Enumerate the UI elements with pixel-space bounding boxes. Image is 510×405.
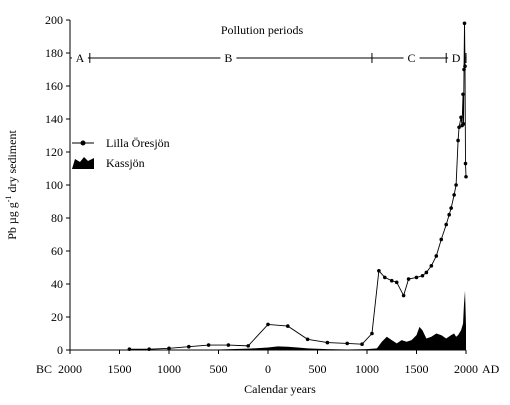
y-tick-label: 140 [45, 112, 63, 126]
lilla-oresjon-point [447, 212, 451, 217]
y-tick-label: 80 [51, 211, 63, 225]
legend-item-kassjon: Kassjön [72, 156, 145, 170]
period-label-a: A [76, 51, 85, 65]
lilla-oresjon-point [370, 331, 374, 336]
y-axis-label-tail: dry sediment [5, 130, 19, 196]
lilla-oresjon-point [462, 67, 466, 72]
y-tick-label: 60 [51, 244, 63, 258]
y-tick-label: 120 [45, 145, 63, 159]
lilla-oresjon-point [394, 280, 399, 285]
lilla-oresjon-point [360, 342, 364, 347]
legend-label-lilla-oresjon: Lilla Öresjön [106, 136, 170, 150]
y-axis-label-sup: -1 [4, 196, 13, 203]
lilla-oresjon-point [325, 340, 330, 345]
lilla-oresjon-point [454, 183, 458, 187]
x-axis-label: Calendar years [244, 382, 316, 396]
lilla-oresjon-point [464, 174, 468, 179]
lilla-oresjon-point [461, 122, 466, 126]
y-tick-label: 180 [45, 46, 63, 60]
lilla-oresjon-point [462, 21, 467, 26]
lilla-oresjon-point [461, 92, 465, 97]
plot-area [70, 21, 468, 351]
x-tick-label: 1000 [355, 362, 379, 376]
lilla-oresjon-point [206, 343, 211, 347]
y-axis-label-base: Pb µg g [5, 202, 19, 240]
x-tick-label: 500 [210, 362, 228, 376]
y-tick-label: 40 [51, 277, 63, 291]
lilla-oresjon-point [226, 343, 231, 347]
y-axis-ticks: 0 20 40 60 80 100 120 140 160 180 200 [45, 13, 70, 357]
lilla-oresjon-point [383, 275, 387, 280]
lilla-oresjon-point [286, 324, 290, 328]
x-tick-label: 2000 [58, 362, 82, 376]
legend-label-kassjon: Kassjön [106, 156, 145, 170]
x-axis-ticks: 2000 1500 1000 500 0 500 1000 1500 2000 [58, 350, 478, 376]
lilla-oresjon-series [127, 21, 468, 351]
x-suffix-label: AD [482, 362, 500, 376]
lilla-oresjon-point [439, 237, 444, 242]
lilla-oresjon-point [429, 264, 434, 268]
lilla-oresjon-point [457, 125, 461, 130]
period-label-c: C [408, 51, 416, 65]
y-tick-label: 100 [45, 178, 63, 192]
lilla-oresjon-point [345, 341, 350, 346]
legend-item-lilla-oresjon: Lilla Öresjön [72, 136, 170, 150]
kassjon-area [70, 290, 466, 350]
lilla-oresjon-point [266, 322, 270, 327]
lilla-oresjon-point [452, 193, 456, 197]
y-tick-label: 20 [51, 310, 63, 324]
lilla-oresjon-point [424, 270, 429, 275]
x-tick-label: 0 [265, 362, 271, 376]
y-tick-label: 200 [45, 13, 63, 27]
lilla-oresjon-point [444, 222, 449, 227]
lilla-oresjon-point [406, 277, 411, 281]
x-tick-label: 500 [309, 362, 327, 376]
legend: Lilla Öresjön Kassjön [72, 136, 170, 170]
lilla-oresjon-point [167, 346, 171, 351]
kassjon-series [70, 290, 466, 350]
lilla-oresjon-point [389, 278, 394, 283]
period-label-b: B [224, 51, 232, 65]
lilla-oresjon-point [456, 138, 460, 143]
x-tick-label: 1500 [108, 362, 132, 376]
y-axis-label: Pb µg g-1 dry sediment [4, 130, 19, 240]
x-tick-label: 1000 [157, 362, 181, 376]
pollution-periods-title: Pollution periods [221, 23, 304, 37]
lilla-oresjon-line [129, 23, 467, 350]
lilla-oresjon-point [414, 275, 419, 280]
x-tick-label: 1500 [405, 362, 429, 376]
lilla-oresjon-point [459, 115, 463, 120]
pollution-periods-bar: A B C D [69, 51, 467, 65]
x-prefix-label: BC [36, 362, 52, 376]
lilla-oresjon-point [449, 206, 453, 210]
lilla-oresjon-point [377, 269, 381, 273]
lilla-oresjon-point [305, 337, 310, 342]
lilla-oresjon-point [187, 344, 191, 349]
y-tick-label: 0 [57, 343, 63, 357]
lilla-oresjon-point [401, 293, 406, 298]
x-tick-label: 2000 [454, 362, 478, 376]
y-tick-label: 160 [45, 79, 63, 93]
legend-marker-lilla-oresjon [80, 140, 86, 146]
lilla-oresjon-point [420, 273, 425, 278]
period-label-d: D [452, 51, 461, 65]
lilla-oresjon-point [463, 161, 468, 166]
lilla-oresjon-point [246, 344, 250, 348]
legend-swatch-kassjon [72, 157, 94, 169]
lilla-oresjon-point [434, 254, 439, 258]
lilla-oresjon-point [463, 64, 467, 68]
